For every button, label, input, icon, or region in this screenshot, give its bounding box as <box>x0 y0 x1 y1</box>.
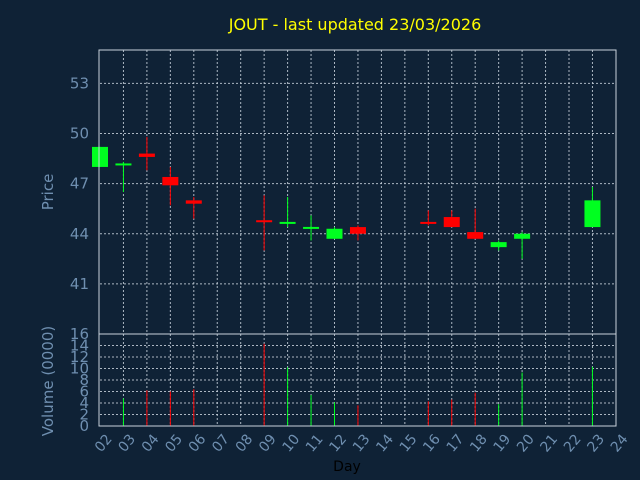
volume-axis-label: Volume (0000) <box>39 326 57 436</box>
candle <box>162 166 179 206</box>
candle <box>138 136 155 171</box>
volume-tick-label: 6 <box>79 383 89 401</box>
price-tick-label: 53 <box>70 74 89 92</box>
candle-body <box>279 221 296 224</box>
candle-body <box>185 200 202 204</box>
candle-body <box>490 242 507 248</box>
price-y-ticks: 41 44 47 50 53 <box>70 74 89 292</box>
candle-body <box>115 163 132 166</box>
candle <box>514 232 531 259</box>
candle-body <box>420 221 437 224</box>
candle <box>467 208 484 239</box>
candle-body <box>584 200 601 228</box>
candle-body <box>349 227 366 234</box>
candle <box>584 186 601 228</box>
volume-frame <box>98 333 617 427</box>
price-panel: 41 44 47 50 53 Price <box>39 49 617 335</box>
price-tick-label: 47 <box>70 175 89 193</box>
x-axis-label: Day <box>333 459 361 475</box>
candle <box>490 240 507 251</box>
candle-body <box>443 217 460 228</box>
candles <box>92 136 601 259</box>
price-tick-label: 44 <box>70 225 89 243</box>
volume-tick-label: 4 <box>79 394 89 412</box>
volume-tick-label: 14 <box>70 337 89 355</box>
candle <box>256 195 273 251</box>
candle <box>115 161 132 192</box>
candle <box>443 210 460 228</box>
candle <box>326 227 343 239</box>
candle-body <box>162 176 179 186</box>
volume-tick-label: 2 <box>79 406 89 424</box>
candle <box>279 197 296 228</box>
volume-tick-label: 16 <box>70 325 89 343</box>
chart-title: JOUT - last updated 23/03/2026 <box>228 15 482 34</box>
volume-tick-label: 8 <box>79 371 89 389</box>
volume-tick-label: 10 <box>70 360 89 378</box>
candle <box>92 146 108 167</box>
volume-bars <box>122 343 593 426</box>
candle <box>420 210 437 226</box>
candle-body <box>256 220 273 223</box>
candle-body <box>326 228 343 239</box>
volume-tick-label: 12 <box>70 348 89 366</box>
candle <box>349 225 366 241</box>
candle-body <box>92 146 108 167</box>
price-axis-label: Price <box>39 174 57 211</box>
candle-body <box>514 233 531 239</box>
candle-body <box>138 153 155 157</box>
price-tick-label: 50 <box>70 125 89 143</box>
x-axis-ticks: 02 03 04 05 06 07 08 09 10 11 12 13 14 15 16 17 18 19 20 21… <box>92 431 632 455</box>
candle <box>303 215 320 241</box>
price-tick-label: 41 <box>70 275 89 293</box>
volume-tick-label: 0 <box>79 417 89 435</box>
candle-body <box>467 232 484 239</box>
candle <box>185 197 202 219</box>
candle-body <box>303 226 320 229</box>
